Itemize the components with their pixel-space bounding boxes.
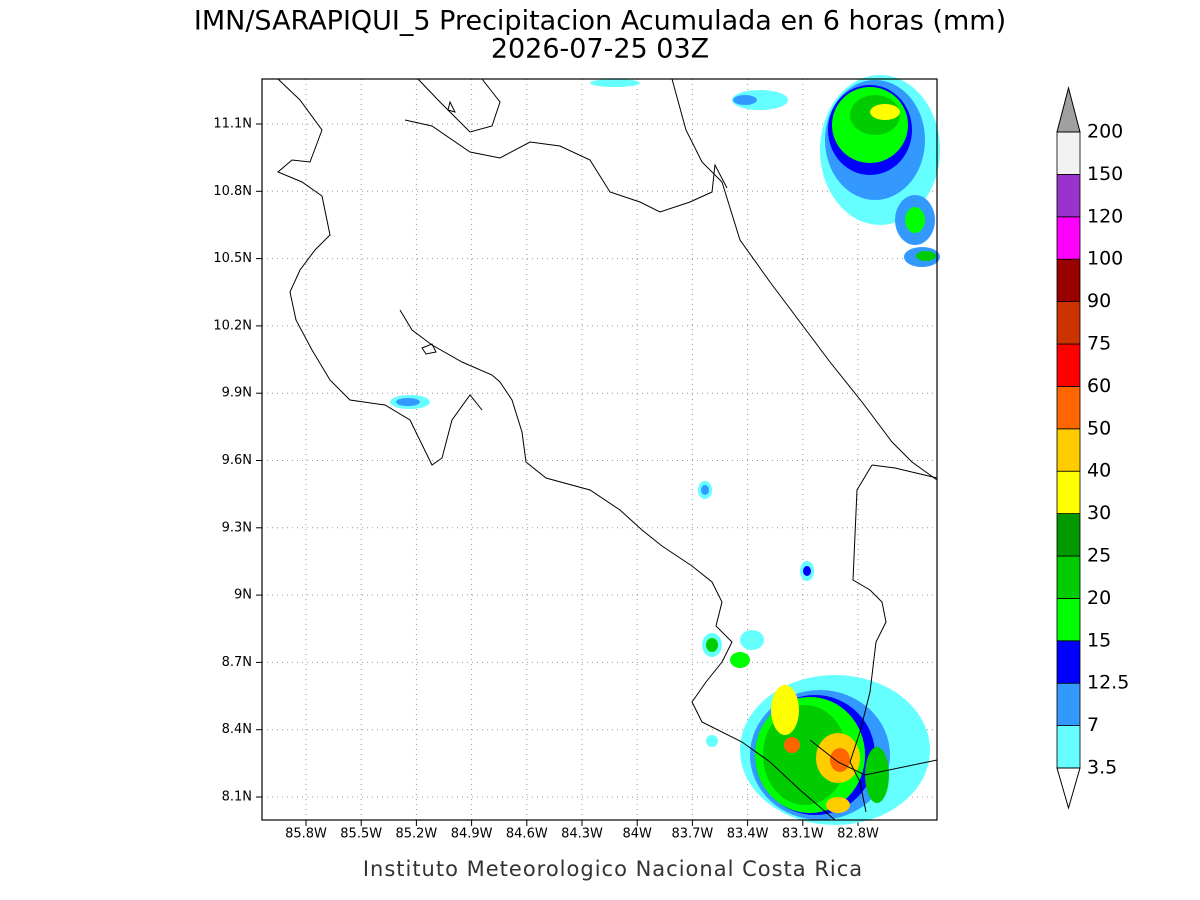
lon-tick-label: 85.2W [395,827,437,842]
lon-tick-label: 84W [622,827,652,842]
colorbar-label: 60 [1087,375,1111,397]
colorbar-label: 100 [1087,248,1123,270]
lat-tick-label: 9.9N [222,386,252,401]
colorbar-label: 7 [1087,714,1099,736]
map-frame [261,78,938,821]
colorbar-label: 50 [1087,417,1111,439]
colorbar-segment [1056,598,1081,642]
colorbar-segment [1056,258,1081,303]
lat-tick-label: 8.7N [222,655,252,670]
colorbar-segment [1056,301,1081,345]
colorbar-segment [1056,173,1081,218]
colorbar-segment [1056,385,1081,430]
colorbar-label: 75 [1087,333,1111,355]
colorbar-segment [1056,725,1081,769]
colorbar-label: 30 [1087,502,1111,524]
colorbar-segment [1056,131,1081,175]
colorbar-segment [1056,513,1081,557]
lon-tick-label: 83.4W [727,827,769,842]
footer: Instituto Meteorologico Nacional Costa R… [363,857,863,881]
colorbar-label: 90 [1087,290,1111,312]
colorbar-segment [1056,555,1081,599]
lat-tick-label: 10.8N [213,184,252,199]
lon-tick-label: 85.8W [285,827,327,842]
colorbar-segment [1056,343,1081,387]
colorbar-above [1056,86,1081,133]
lat-tick-label: 8.1N [222,790,252,805]
lat-tick-label: 10.5N [213,251,252,266]
lat-tick-label: 9N [234,588,252,603]
grid [256,79,937,826]
colorbar-below [1056,767,1081,810]
colorbar-label: 3.5 [1087,757,1117,779]
colorbar-label: 15 [1087,629,1111,651]
colorbar [1056,86,1081,810]
lat-tick-label: 10.2N [213,318,252,333]
lat-tick-label: 9.3N [222,520,252,535]
subtitle: 2026-07-25 03Z [491,34,709,65]
precipitation [390,75,940,825]
lon-tick-label: 83.7W [671,827,713,842]
lat-tick-label: 11.1N [213,117,252,132]
lon-tick-label: 84.9W [451,827,493,842]
colorbar-label: 120 [1087,205,1123,227]
lat-tick-label: 8.4N [222,722,252,737]
coastlines [277,78,938,821]
colorbar-label: 12.5 [1087,672,1129,694]
colorbar-segment [1056,640,1081,684]
colorbar-segment [1056,682,1081,727]
colorbar-segment [1056,428,1081,472]
lon-tick-label: 84.3W [561,827,603,842]
title: IMN/SARAPIQUI_5 Precipitacion Acumulada … [194,6,1006,37]
colorbar-label: 25 [1087,545,1111,567]
colorbar-segment [1056,470,1081,515]
lon-tick-label: 83.1W [782,827,824,842]
colorbar-label: 200 [1087,121,1123,143]
colorbar-label: 20 [1087,587,1111,609]
colorbar-segment [1056,216,1081,260]
lon-tick-label: 85.5W [340,827,382,842]
lat-tick-label: 9.6N [222,453,252,468]
colorbar-label: 150 [1087,163,1123,185]
lon-tick-label: 82.8W [837,827,879,842]
lon-tick-label: 84.6W [506,827,548,842]
colorbar-label: 40 [1087,460,1111,482]
